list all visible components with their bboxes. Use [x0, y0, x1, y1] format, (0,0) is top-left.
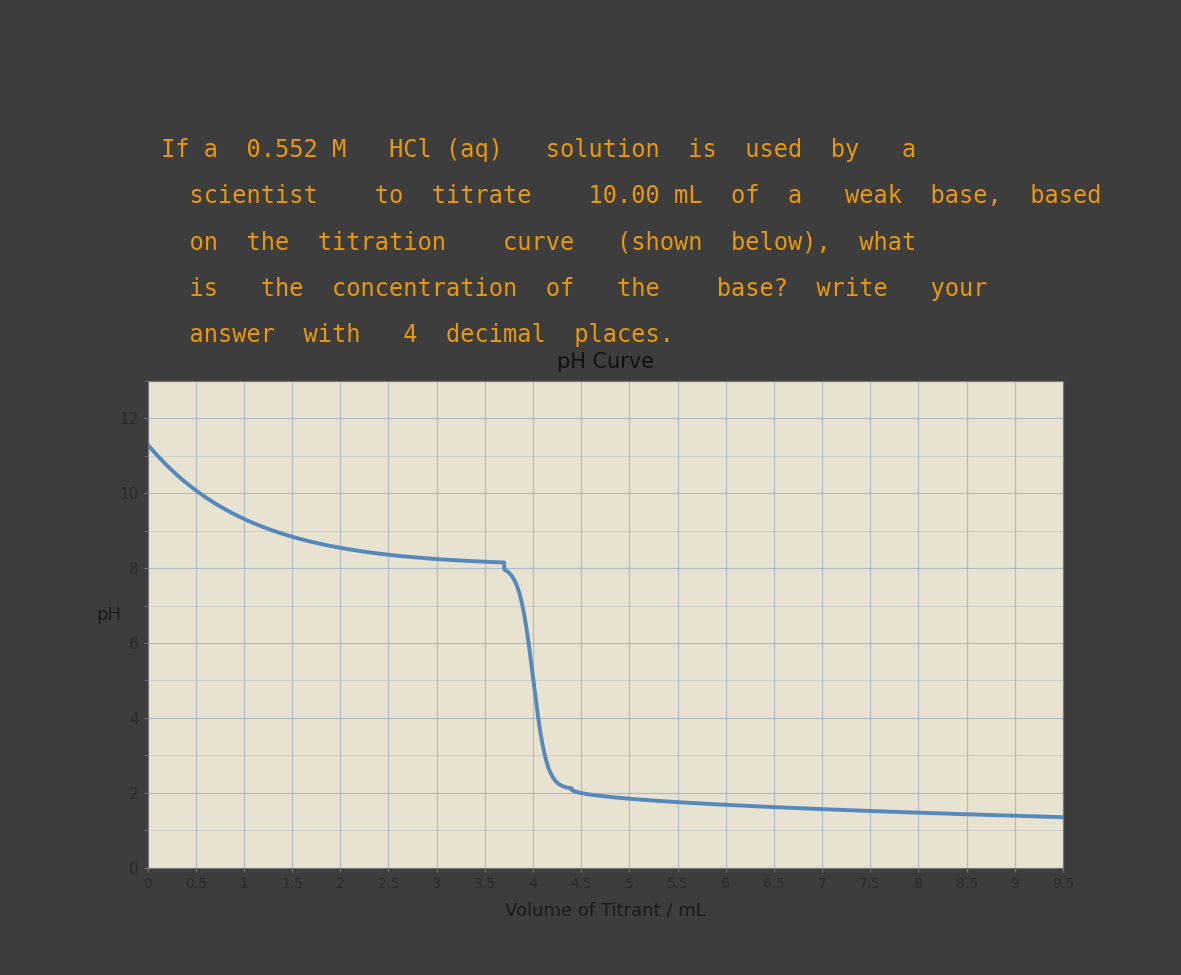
Text: scientist    to  titrate    10.00 mL  of  a   weak  base,  based: scientist to titrate 10.00 mL of a weak … — [162, 184, 1102, 209]
Text: If a  0.552 M   HCl (aq)   solution  is  used  by   a: If a 0.552 M HCl (aq) solution is used b… — [162, 138, 916, 162]
Text: answer  with   4  decimal  places.: answer with 4 decimal places. — [162, 323, 674, 347]
X-axis label: Volume of Titrant / mL: Volume of Titrant / mL — [505, 902, 705, 919]
Y-axis label: pH: pH — [97, 606, 122, 624]
Title: pH Curve: pH Curve — [556, 352, 654, 372]
Text: is   the  concentration  of   the    base?  write   your: is the concentration of the base? write … — [162, 277, 987, 300]
Text: on  the  titration    curve   (shown  below),  what: on the titration curve (shown below), wh… — [162, 231, 916, 254]
